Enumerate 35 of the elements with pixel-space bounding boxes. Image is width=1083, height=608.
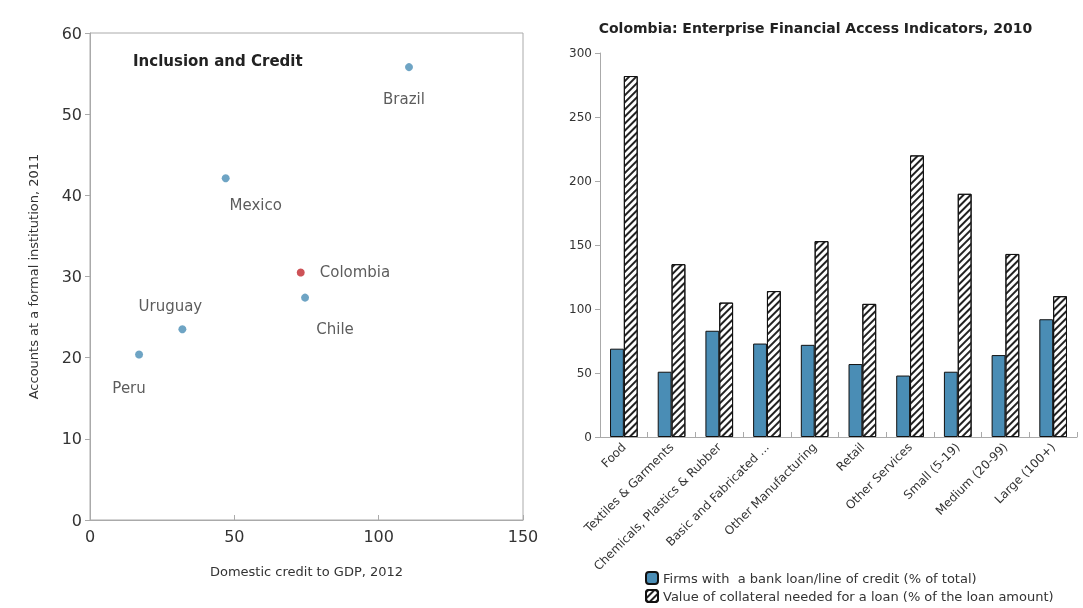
- x-tick-label: 50: [224, 526, 245, 546]
- y-tick-label: 250: [569, 110, 592, 124]
- x-tick-label: 100: [363, 526, 394, 546]
- y-tick-label: 200: [569, 174, 592, 188]
- y-tick-label: 50: [61, 104, 82, 124]
- y-axis-title: Accounts at a formal institution, 2011: [26, 153, 41, 400]
- point: [221, 174, 230, 183]
- series-label: Uruguay: [138, 296, 203, 315]
- series-label: Chile: [316, 320, 354, 339]
- series-label: Peru: [112, 378, 146, 397]
- point: [301, 293, 310, 302]
- point: [135, 350, 144, 359]
- y-tick-label: 150: [569, 238, 592, 252]
- x-tick-label: 0: [84, 526, 96, 546]
- y-tick-label: 30: [61, 267, 82, 286]
- series-label: Colombia: [319, 263, 391, 282]
- y-tick-label: 100: [569, 302, 592, 316]
- legend-label: Value of collateral needed for a loan (% of the loan amount): [663, 588, 1054, 604]
- series-label: Mexico: [229, 195, 282, 214]
- text: Inclusion and Credit: [133, 51, 303, 70]
- x-tick-label: 150: [507, 526, 539, 546]
- point: [296, 268, 305, 277]
- y-tick-label: 20: [61, 348, 82, 368]
- y-tick-label: 50: [576, 366, 592, 380]
- y-tick-label: 300: [569, 46, 592, 60]
- chart-title: Colombia: Enterprise Financial Access Indicators, 2010: [598, 20, 1033, 36]
- y-tick-label: 60: [61, 23, 82, 43]
- y-tick-label: 40: [61, 185, 82, 205]
- point: [178, 325, 187, 334]
- y-tick-label: 0: [584, 430, 592, 444]
- series-label: Brazil: [383, 89, 425, 108]
- x-axis-title: Domestic credit to GDP, 2012: [209, 564, 404, 579]
- y-tick-label: 10: [61, 429, 82, 449]
- point: [404, 63, 413, 72]
- legend-label: Firms with a bank loan/line of credit (% of total): [663, 570, 977, 586]
